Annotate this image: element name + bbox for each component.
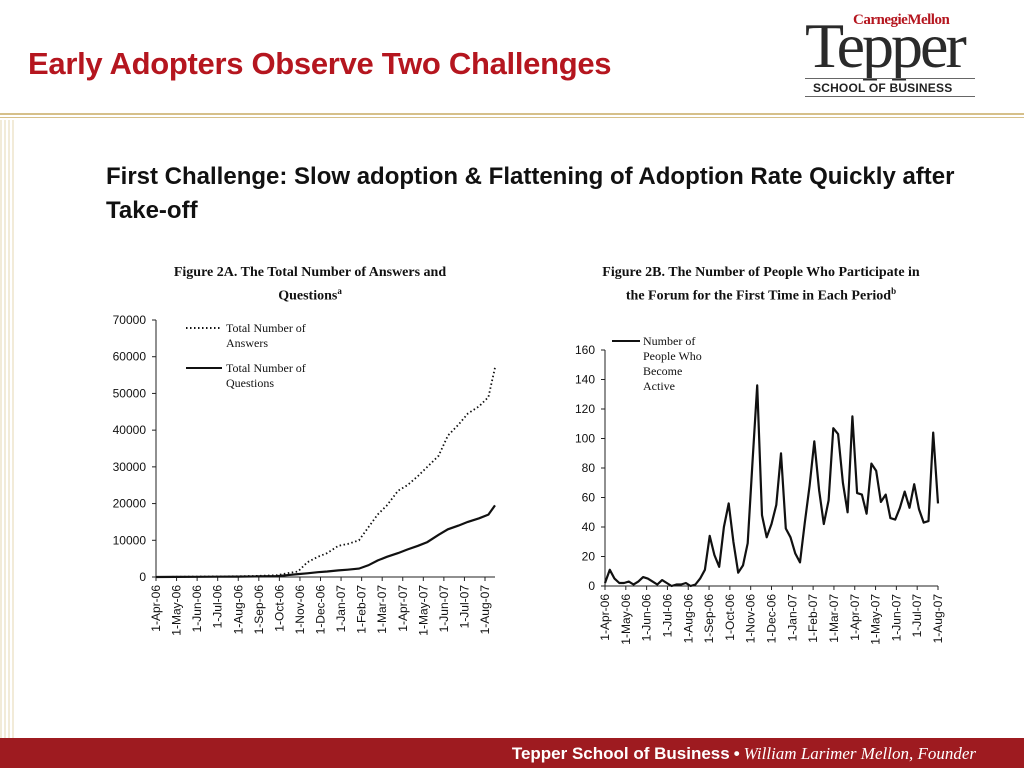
figure-2a-x-tick-label: 1-Oct-06: [272, 585, 286, 632]
figure-2a-y-tick-label: 40000: [113, 423, 147, 437]
header-divider-thin: [0, 117, 1024, 118]
figure-2a-legend-answers-label-line: Total Number of: [226, 321, 306, 335]
figure-2a-x-tick-label: 1-Feb-07: [355, 585, 369, 634]
figure-2a-series-answers-line: [155, 367, 496, 578]
footer-text: Tepper School of Business • William Larime…: [512, 744, 976, 764]
figure-2a-series-questions-line: [155, 504, 496, 579]
figure-2b-x-tick-label: 1-Feb-07: [806, 594, 820, 643]
figure-2b-x-tick-label: 1-Aug-06: [681, 594, 695, 644]
figure-2a-y-tick-label: 0: [139, 570, 146, 584]
figure-2a-y-tick-label: 60000: [113, 350, 147, 364]
logo-rule-top: [805, 78, 975, 79]
figure-2a-x-tick-label: 1-Jul-06: [211, 585, 225, 629]
figure-2a-x-tick-label: 1-Apr-06: [149, 585, 163, 632]
figure-2b-x-tick-label: 1-Jul-06: [660, 594, 674, 638]
figure-2a-x-tick-label: 1-Aug-07: [478, 585, 492, 635]
figure-2b-x-tick-label: 1-Apr-06: [598, 594, 612, 641]
figure-2b-x-tick-label: 1-Jan-07: [785, 594, 799, 642]
figure-2b-x-tick-label: 1-Aug-07: [931, 594, 945, 644]
figure-2b-y-tick-label: 0: [588, 579, 595, 593]
figure-2a-x-tick-label: 1-Nov-06: [293, 585, 307, 635]
figure-2a-x-tick-label: 1-Aug-06: [231, 585, 245, 635]
slide-subtitle: First Challenge: Slow adoption & Flatten…: [106, 163, 955, 224]
figure-2a-x-tick-label: 1-Dec-06: [314, 585, 328, 635]
figure-2b-x-tick-label: 1-Dec-06: [765, 594, 779, 644]
figure-2b-series-active-line: [603, 384, 940, 588]
figure-2b-x-tick-label: 1-Sep-06: [702, 594, 716, 644]
figure-2a-y-tick-label: 10000: [113, 533, 147, 547]
figure-2b-x-tick-label: 1-May-06: [619, 594, 633, 645]
logo-tepper-wordmark: Tepper: [805, 10, 967, 81]
figure-2a-title-text: Figure 2A. The Total Number of Answers a…: [173, 265, 447, 304]
figure-2a-x-tick-label: 1-Jun-06: [190, 585, 204, 633]
figure-2b-x-tick-label: 1-Apr-07: [848, 594, 862, 641]
figure-2b-footnote-marker: b: [891, 286, 897, 296]
figure-2b-title-text: Figure 2B. The Number of People Who Part…: [602, 265, 920, 304]
figure-2b-y-tick-label: 140: [575, 373, 595, 387]
figure-2a-x-tick-label: 1-May-06: [170, 585, 184, 636]
figure-2a-title: Figure 2A. The Total Number of Answers a…: [150, 264, 470, 306]
figure-2b-x-tick-label: 1-Jun-06: [640, 594, 654, 642]
figure-2b-legend-label: Number of People Who Become Active: [643, 334, 702, 393]
figure-2a-x-tick-label: 1-Jul-07: [457, 585, 471, 629]
figure-2b-legend-label-line: Active: [643, 379, 675, 393]
figure-2b-y-tick-label: 80: [582, 461, 596, 475]
logo-rule-bottom: [805, 96, 975, 97]
tepper-logo: Tepper CarnegieMellon SCHOOL OF BUSINESS: [805, 10, 975, 97]
logo-cmu-wordmark: CarnegieMellon: [853, 12, 950, 28]
figure-2a-legend-questions-label-line: Questions: [226, 376, 274, 390]
figure-2b-y-tick-label: 160: [575, 343, 595, 357]
figure-2a-footnote-marker: a: [337, 286, 342, 296]
figure-2a-x-tick-label: 1-Jun-07: [437, 585, 451, 633]
figure-2a-x-tick-label: 1-Apr-07: [396, 585, 410, 632]
figure-2b-y-tick-label: 40: [582, 520, 596, 534]
figure-2b-x-tick-label: 1-Jun-07: [889, 594, 903, 642]
figure-2a-y-tick-label: 20000: [113, 497, 147, 511]
figure-2a-x-tick-label: 1-May-07: [416, 585, 430, 636]
footer-school-name: Tepper School of Business: [511, 744, 730, 763]
footer-bar: Tepper School of Business • William Larime…: [0, 738, 1024, 768]
footer-founder: William Larimer Mellon, Founder: [743, 744, 976, 763]
figure-2a-legend-questions-label-line: Total Number of: [226, 361, 306, 375]
figure-2a-x-tick-label: 1-Jan-07: [334, 585, 348, 633]
footer-separator: •: [733, 744, 740, 763]
figure-2a-y-tick-label: 70000: [113, 313, 147, 327]
figure-2b-y-tick-label: 60: [582, 491, 596, 505]
figure-2b-legend-label-line: People Who: [643, 349, 702, 363]
slide-title: Early Adopters Observe Two Challenges: [28, 46, 612, 81]
figure-2a-y-tick-label: 30000: [113, 460, 147, 474]
figure-2b-x-tick-label: 1-Nov-06: [744, 594, 758, 644]
figure-2b-x-tick-label: 1-Oct-06: [723, 594, 737, 641]
figure-2a-legend-answers-label-line: Answers: [226, 336, 268, 350]
left-decorative-stripe: [0, 120, 14, 740]
figure-2a-legend-answers-label: Total Number of Answers: [226, 321, 306, 350]
figure-2b-y-tick-label: 20: [582, 550, 596, 564]
logo-school-text: SCHOOL OF BUSINESS: [813, 81, 953, 95]
header-divider: [0, 113, 1024, 115]
figure-2b-legend-label-line: Number of: [643, 334, 695, 348]
figure-2b-x-tick-label: 1-May-07: [869, 594, 883, 645]
figure-2b-x-tick-label: 1-Mar-07: [827, 594, 841, 643]
figure-2b-y-tick-label: 120: [575, 402, 595, 416]
figure-2b-title: Figure 2B. The Number of People Who Part…: [596, 264, 926, 306]
figure-2a-legend-questions-label: Total Number of Questions: [226, 361, 306, 390]
figure-2a-x-tick-label: 1-Mar-07: [375, 585, 389, 634]
figure-2a-y-tick-label: 50000: [113, 386, 147, 400]
figure-2b-legend-label-line: Become: [643, 364, 682, 378]
figure-2a-x-tick-label: 1-Sep-06: [252, 585, 266, 635]
figure-2b-y-tick-label: 100: [575, 432, 595, 446]
figure-2b-x-tick-label: 1-Jul-07: [910, 594, 924, 638]
